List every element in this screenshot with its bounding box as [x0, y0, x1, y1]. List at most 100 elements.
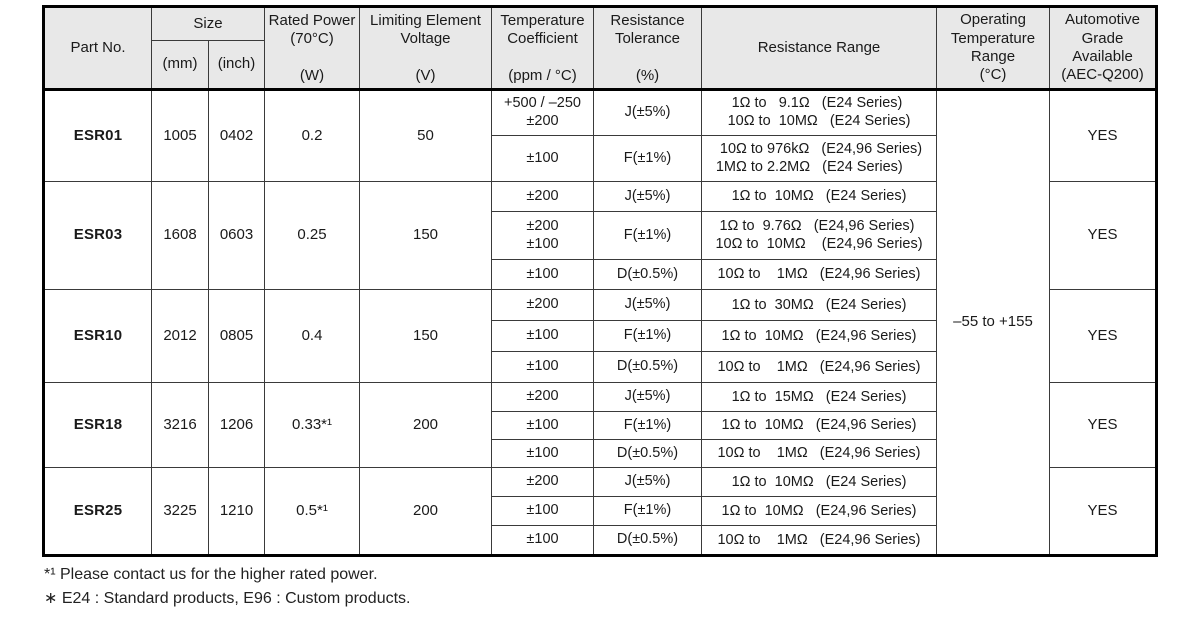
- resistance-range-cell: 10Ω to 1MΩ (E24,96 Series): [701, 351, 937, 383]
- resistance-range-text: 1Ω to 9.1Ω (E24 Series) 10Ω to 10MΩ (E24…: [727, 95, 911, 129]
- temp-coeff-cell: +500 / –250 ±200: [491, 89, 594, 136]
- table-row: ESR18 3216 1206 0.33*¹ 200 ±200 J(±5%) 1…: [43, 382, 1157, 468]
- operating-temp-cell: –55 to +155: [936, 89, 1050, 556]
- rated-power-cell: 0.5*¹: [264, 467, 360, 556]
- resistance-range-text: 1Ω to 10MΩ (E24,96 Series): [721, 502, 917, 519]
- rated-power-cell: 0.2: [264, 89, 360, 182]
- part-no-cell: ESR25: [43, 467, 152, 556]
- size-mm-cell: 3225: [151, 467, 209, 556]
- resistance-range-cell: 10Ω to 1MΩ (E24,96 Series): [701, 439, 937, 468]
- temp-coeff-cell: ±200: [491, 382, 594, 412]
- voltage-cell: 150: [359, 289, 492, 383]
- header-resistance-tolerance-title: Resistance Tolerance: [610, 12, 685, 48]
- tolerance-cell: D(±0.5%): [593, 439, 702, 468]
- rated-power-cell: 0.33*¹: [264, 382, 360, 468]
- temp-coeff-cell: ±100: [491, 351, 594, 383]
- resistance-range-text: 1Ω to 10MΩ (E24 Series): [731, 188, 907, 205]
- tolerance-cell: F(±1%): [593, 135, 702, 182]
- size-inch-cell: 1210: [208, 467, 265, 556]
- tolerance-cell: J(±5%): [593, 382, 702, 412]
- part-no-cell: ESR18: [43, 382, 152, 468]
- resistance-range-cell: 1Ω to 10MΩ (E24,96 Series): [701, 496, 937, 526]
- resistance-range-cell: 10Ω to 976kΩ (E24,96 Series) 1MΩ to 2.2M…: [701, 135, 937, 182]
- footnotes: *¹ Please contact us for the higher rate…: [44, 565, 1200, 608]
- tolerance-cell: F(±1%): [593, 211, 702, 260]
- header-limiting-voltage-title: Limiting Element Voltage: [370, 12, 481, 48]
- footnote-series: ∗ E24 : Standard products, E96 : Custom …: [44, 590, 411, 608]
- resistance-range-cell: 1Ω to 30MΩ (E24 Series): [701, 289, 937, 321]
- part-no-cell: ESR10: [43, 289, 152, 383]
- temp-coeff-cell: ±100: [491, 135, 594, 182]
- temp-coeff-cell: ±200: [491, 467, 594, 497]
- voltage-cell: 200: [359, 467, 492, 556]
- resistance-range-text: 10Ω to 1MΩ (E24,96 Series): [717, 445, 921, 462]
- tolerance-cell: F(±1%): [593, 411, 702, 440]
- resistance-range-cell: 1Ω to 10MΩ (E24 Series): [701, 181, 937, 212]
- header-limiting-voltage: Limiting Element Voltage (V): [359, 6, 492, 91]
- header-rated-power: Rated Power (70°C) (W): [264, 6, 360, 91]
- temp-coeff-cell: ±100: [491, 439, 594, 468]
- resistance-range-text: 1Ω to 10MΩ (E24,96 Series): [721, 327, 917, 344]
- header-limiting-voltage-unit: (V): [415, 66, 436, 84]
- automotive-grade-cell: YES: [1049, 181, 1157, 290]
- size-inch-cell: 0402: [208, 89, 265, 182]
- size-inch-cell: 0805: [208, 289, 265, 383]
- rated-power-cell: 0.25: [264, 181, 360, 290]
- header-size-mm: (mm): [151, 40, 209, 91]
- automotive-grade-cell: YES: [1049, 467, 1157, 556]
- temp-coeff-cell: ±100: [491, 496, 594, 526]
- header-temp-coefficient-unit: (ppm / °C): [508, 66, 577, 84]
- tolerance-cell: J(±5%): [593, 89, 702, 136]
- voltage-cell: 200: [359, 382, 492, 468]
- resistance-range-text: 1Ω to 15MΩ (E24 Series): [731, 388, 907, 405]
- table-row: ESR25 3225 1210 0.5*¹ 200 ±200 J(±5%) 1Ω…: [43, 467, 1157, 556]
- resistance-range-text: 10Ω to 976kΩ (E24,96 Series) 1MΩ to 2.2M…: [715, 140, 923, 175]
- resistance-range-cell: 10Ω to 1MΩ (E24,96 Series): [701, 525, 937, 556]
- size-inch-cell: 1206: [208, 382, 265, 468]
- resistance-range-cell: 1Ω to 15MΩ (E24 Series): [701, 382, 937, 412]
- temp-coeff-cell: ±100: [491, 525, 594, 556]
- tolerance-cell: D(±0.5%): [593, 351, 702, 383]
- header-resistance-tolerance-unit: (%): [635, 66, 660, 84]
- resistance-range-cell: 1Ω to 9.1Ω (E24 Series) 10Ω to 10MΩ (E24…: [701, 89, 937, 136]
- tolerance-cell: J(±5%): [593, 467, 702, 497]
- resistance-range-cell: 1Ω to 10MΩ (E24,96 Series): [701, 320, 937, 352]
- part-no-cell: ESR03: [43, 181, 152, 290]
- header-resistance-tolerance: Resistance Tolerance (%): [593, 6, 702, 91]
- size-mm-cell: 3216: [151, 382, 209, 468]
- table-header: Part No. Size Rated Power (70°C) (W) Lim…: [43, 6, 1157, 91]
- header-temp-coefficient-title: Temperature Coefficient: [500, 12, 585, 48]
- table-row: ±100 F(±1%) 1Ω to 10MΩ (E24,96 Series): [44, 496, 1157, 526]
- size-mm-cell: 2012: [151, 289, 209, 383]
- resistance-range-cell: 1Ω to 10MΩ (E24 Series): [701, 467, 937, 497]
- resistance-range-text: 1Ω to 10MΩ (E24,96 Series): [721, 417, 917, 434]
- resistance-range-text: 10Ω to 1MΩ (E24,96 Series): [717, 531, 921, 548]
- size-mm-cell: 1608: [151, 181, 209, 290]
- temp-coeff-cell: ±100: [491, 320, 594, 352]
- resistance-range-text: 1Ω to 30MΩ (E24 Series): [731, 296, 907, 313]
- header-temp-coefficient: Temperature Coefficient (ppm / °C): [491, 6, 594, 91]
- header-automotive-grade: Automotive Grade Available (AEC-Q200): [1049, 6, 1157, 91]
- tolerance-cell: J(±5%): [593, 181, 702, 212]
- tolerance-cell: F(±1%): [593, 320, 702, 352]
- header-size: Size: [151, 6, 265, 41]
- table-row: ESR01 1005 0402 0.2 50 +500 / –250 ±200 …: [43, 89, 1157, 556]
- table-row: ESR03 1608 0603 0.25 150 ±200 J(±5%) 1Ω …: [43, 181, 1157, 290]
- temp-coeff-cell: ±200: [491, 181, 594, 212]
- temp-coeff-cell: ±100: [491, 411, 594, 440]
- automotive-grade-cell: YES: [1049, 289, 1157, 383]
- resistance-range-cell: 1Ω to 9.76Ω (E24,96 Series) 10Ω to 10MΩ …: [701, 211, 937, 260]
- resistance-range-text: 1Ω to 9.76Ω (E24,96 Series) 10Ω to 10MΩ …: [715, 217, 923, 252]
- resistor-spec-table: Part No. Size Rated Power (70°C) (W) Lim…: [42, 5, 1158, 557]
- header-operating-temp: Operating Temperature Range (°C): [936, 6, 1050, 91]
- size-inch-cell: 0603: [208, 181, 265, 290]
- resistance-range-text: 1Ω to 10MΩ (E24 Series): [731, 473, 907, 490]
- tolerance-cell: D(±0.5%): [593, 259, 702, 290]
- voltage-cell: 50: [359, 89, 492, 182]
- automotive-grade-cell: YES: [1049, 89, 1157, 182]
- header-resistance-range: Resistance Range: [701, 6, 937, 91]
- temp-coeff-cell: ±200: [491, 289, 594, 321]
- table-row: ±200 ±100 F(±1%) 1Ω to 9.76Ω (E24,96 Ser…: [44, 211, 1157, 260]
- header-part-no: Part No.: [43, 6, 152, 91]
- table-row: ±100 D(±0.5%) 10Ω to 1MΩ (E24,96 Series): [44, 525, 1157, 556]
